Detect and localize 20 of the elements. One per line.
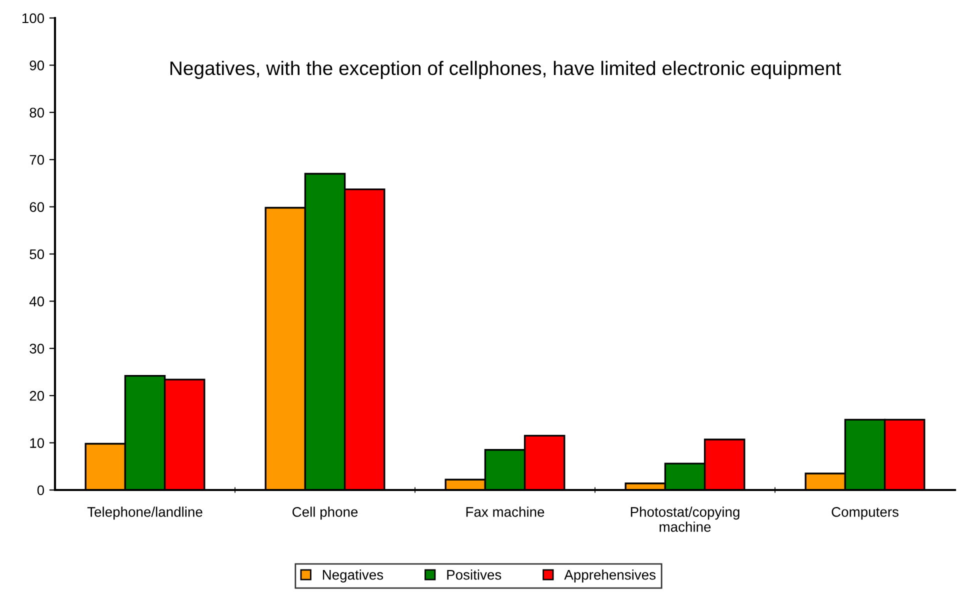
y-tick-label: 80: [30, 108, 44, 118]
y-tick-label: 70: [30, 154, 44, 165]
legend-label: Negatives: [322, 570, 384, 582]
x-tick-label: Photostat/copying machine: [630, 506, 740, 532]
y-tick-label: 20: [30, 390, 44, 401]
x-tick-label: Telephone/landline: [87, 506, 202, 520]
legend-label: Positives: [447, 570, 502, 580]
x-tick-label: Computers: [832, 507, 898, 520]
y-tick-label: 10: [30, 438, 44, 448]
y-tick-label: 30: [30, 344, 44, 354]
y-tick-label: 90: [30, 60, 44, 70]
y-tick-label: 0: [37, 485, 44, 496]
y-tick-label: 100: [22, 13, 44, 24]
x-tick-label: Fax machine: [466, 506, 544, 517]
y-tick-label: 40: [29, 296, 44, 306]
text: Negatives, with the exception of cellphones, have limited electronic equipment: [170, 60, 842, 79]
y-tick-label: 60: [30, 202, 44, 212]
legend-label: Apprehensives: [564, 570, 656, 582]
y-tick-label: 50: [30, 249, 44, 260]
x-tick-label: Cell phone: [292, 506, 358, 520]
